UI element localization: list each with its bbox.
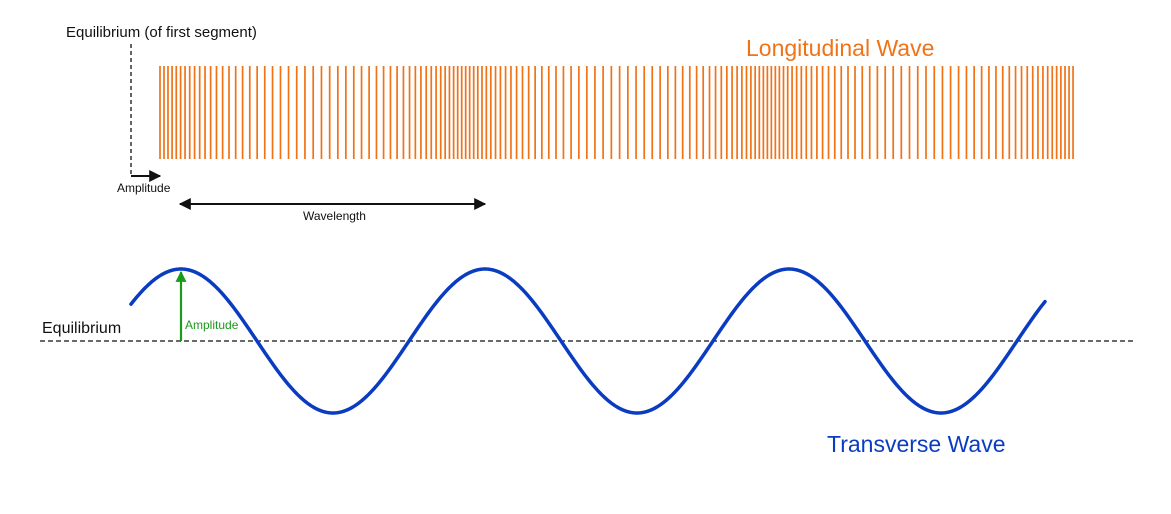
equilibrium-first-segment-label: Equilibrium (of first segment)	[66, 24, 257, 41]
transverse-wave-title: Transverse Wave	[827, 431, 1006, 457]
longitudinal-wave-title: Longitudinal Wave	[746, 35, 935, 61]
longitudinal-wave	[159, 66, 1074, 159]
wavelength-label: Wavelength	[303, 209, 366, 223]
equilibrium-label: Equilibrium	[42, 320, 122, 337]
longitudinal-amplitude-label: Amplitude	[117, 181, 171, 195]
transverse-wave	[129, 267, 1047, 415]
transverse-amplitude-label: Amplitude	[185, 318, 239, 332]
